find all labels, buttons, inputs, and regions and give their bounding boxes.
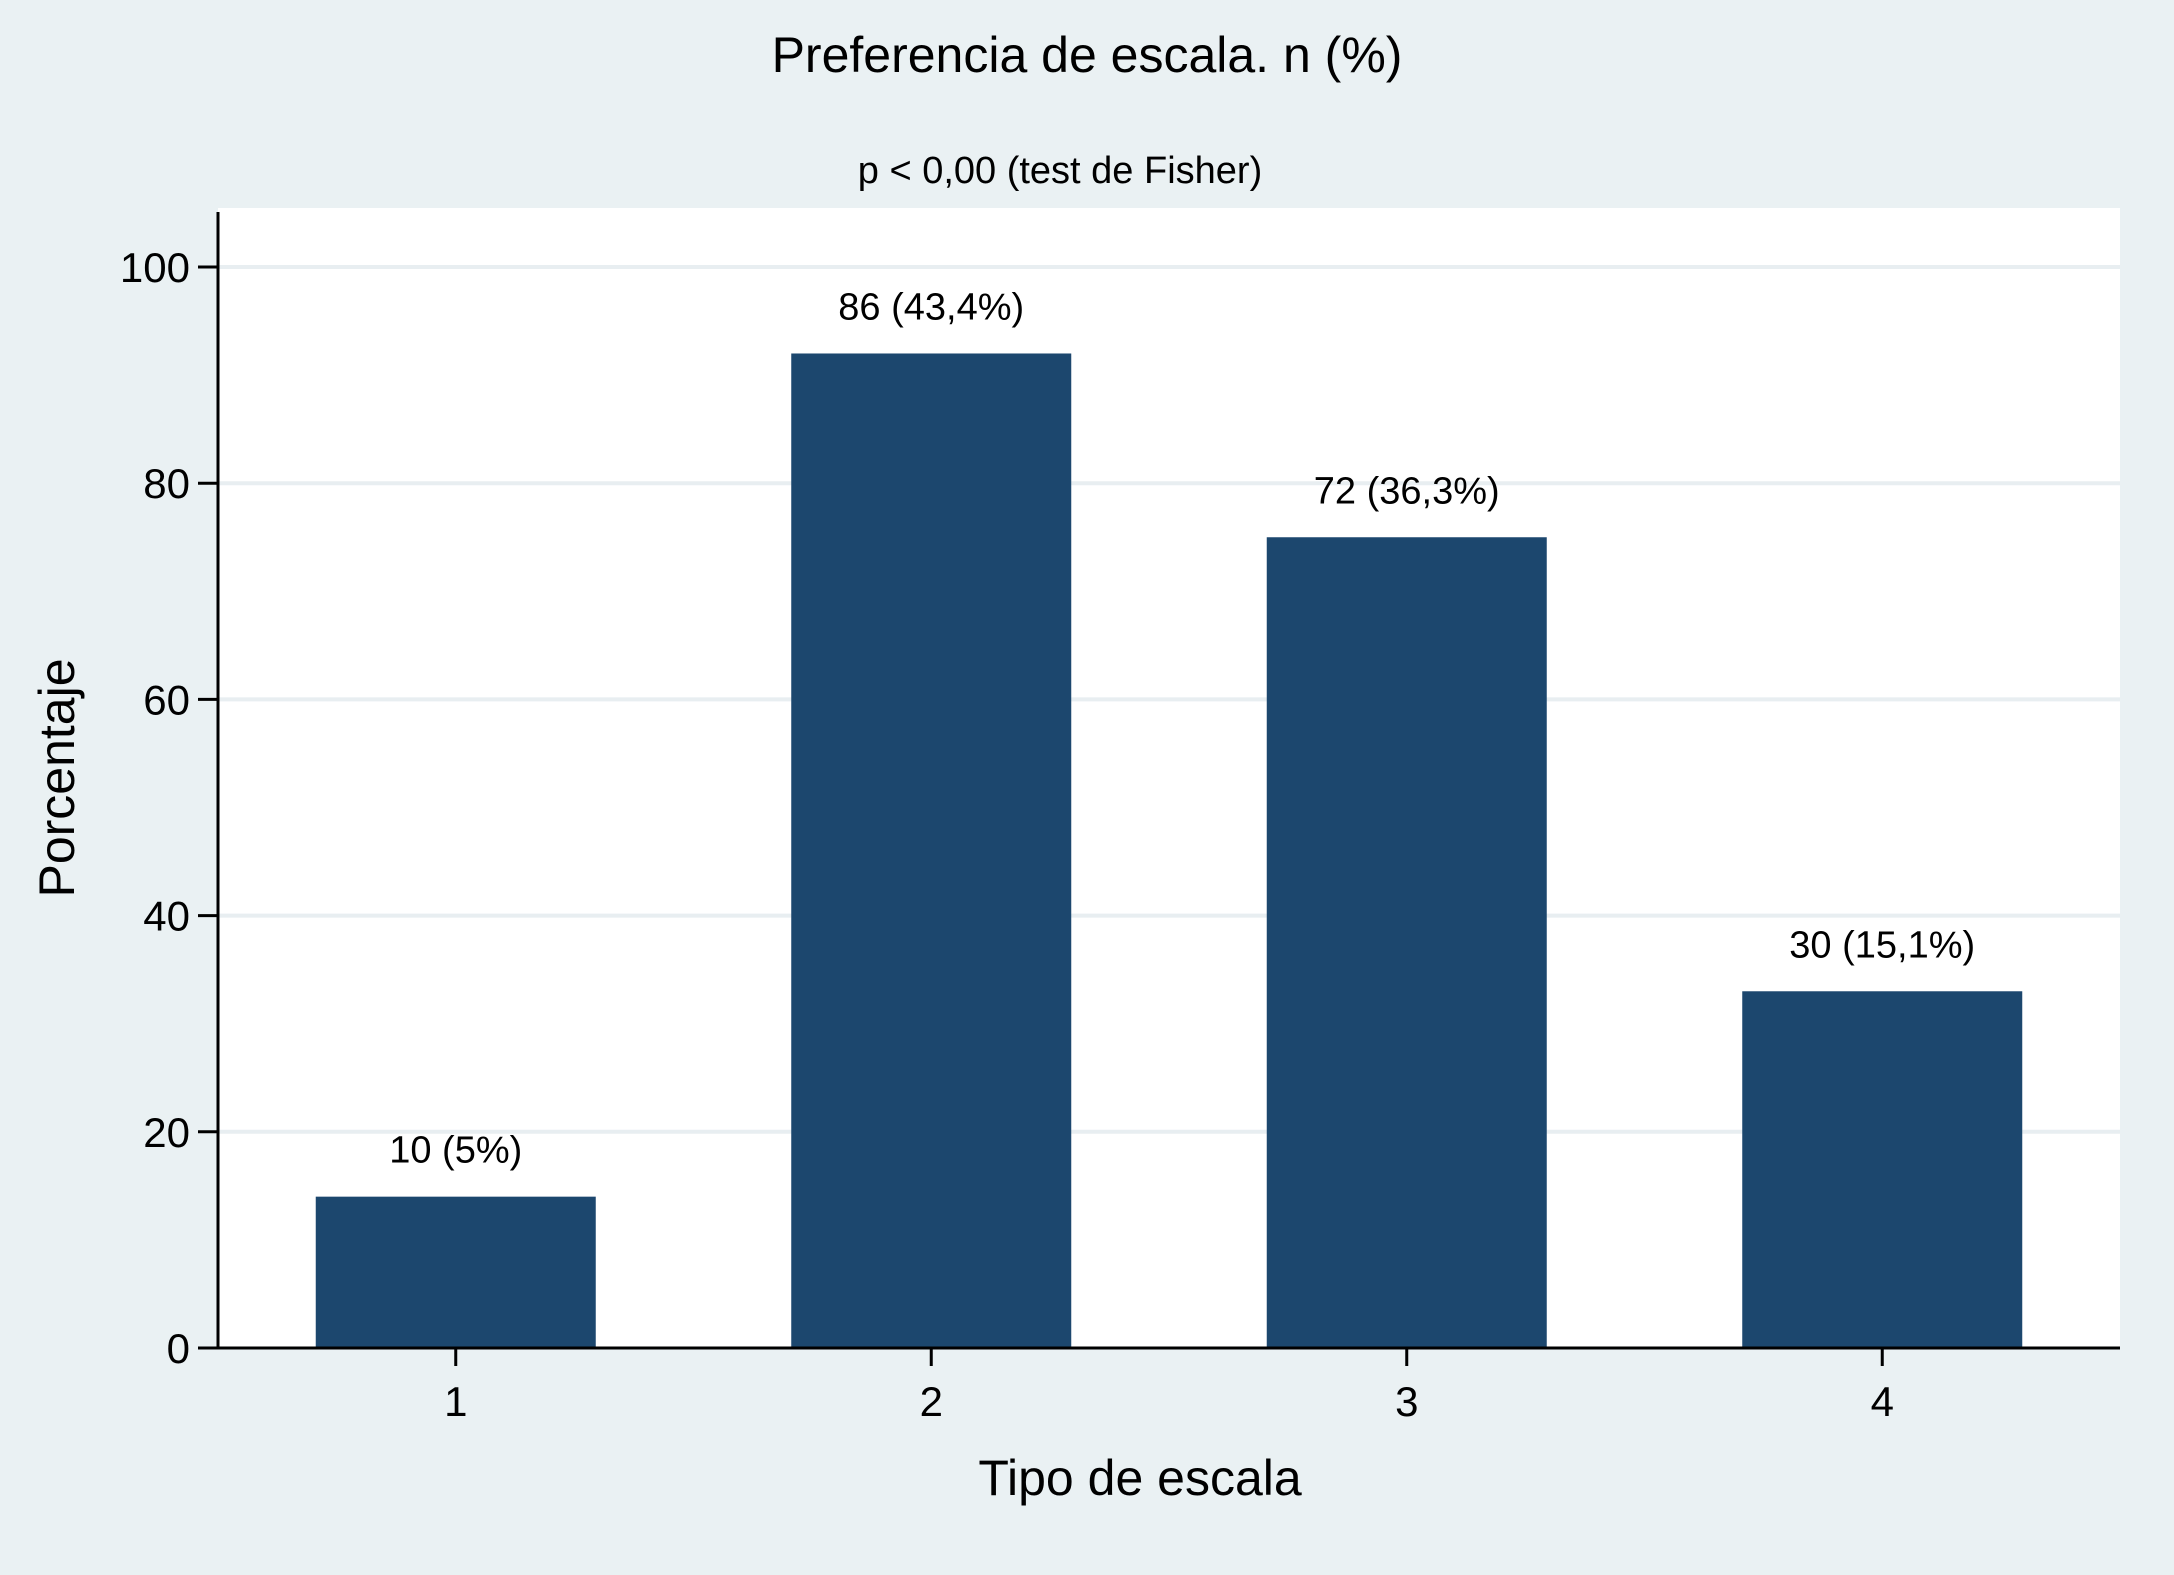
y-tick-label: 100 (120, 244, 190, 291)
chart-title: Preferencia de escala. n (%) (772, 27, 1403, 83)
x-tick-label: 2 (920, 1378, 943, 1425)
bar-1 (315, 1196, 596, 1348)
x-axis-ticks: 1 2 3 4 (444, 1348, 1894, 1425)
data-label-2: 86 (43,4%) (838, 286, 1024, 328)
y-tick-label: 60 (143, 676, 190, 723)
bars (315, 353, 2023, 1349)
data-label-3: 72 (36,3%) (1314, 470, 1500, 512)
bar-4 (1742, 991, 2023, 1348)
x-tick-label: 1 (444, 1378, 467, 1425)
bar-2 (791, 353, 1072, 1349)
bar-3 (1266, 537, 1547, 1348)
data-label-4: 30 (15,1%) (1789, 924, 1975, 966)
gridlines (218, 265, 2120, 1134)
y-axis-title: Porcentaje (29, 658, 85, 897)
data-labels: 10 (5%) 86 (43,4%) 72 (36,3%) 30 (15,1%) (389, 286, 1975, 1171)
y-tick-label: 0 (167, 1325, 190, 1372)
y-axis-ticks: 0 20 40 60 80 100 (120, 244, 218, 1372)
y-tick-label: 80 (143, 460, 190, 507)
y-tick-label: 20 (143, 1109, 190, 1156)
x-tick-label: 4 (1871, 1378, 1894, 1425)
y-tick-label: 40 (143, 893, 190, 940)
chart-subtitle: p < 0,00 (test de Fisher) (858, 150, 1262, 192)
x-axis-title: Tipo de escala (978, 1450, 1302, 1506)
x-tick-label: 3 (1395, 1378, 1418, 1425)
data-label-1: 10 (5%) (389, 1130, 522, 1172)
